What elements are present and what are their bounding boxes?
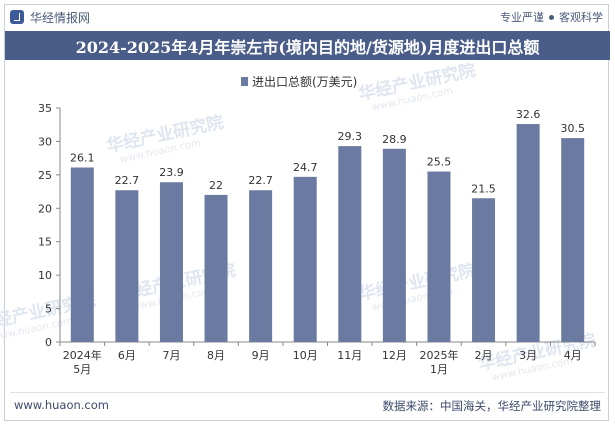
bar <box>472 198 496 342</box>
footer-website[interactable]: www.huaon.com <box>14 398 109 412</box>
x-tick-label: 5月 <box>73 363 91 376</box>
data-label: 24.7 <box>293 161 318 174</box>
tag-objective: 客观科学 <box>559 11 603 24</box>
data-label: 23.9 <box>159 166 184 179</box>
bar <box>249 190 273 342</box>
brand: 华经情报网 <box>10 9 90 26</box>
bar <box>204 194 228 342</box>
y-tick-label: 30 <box>38 135 52 148</box>
y-tick-label: 25 <box>38 169 52 182</box>
chart-title: 2024-2025年4月年崇左市(境内目的地/货源地)月度进出口总额 <box>5 31 610 60</box>
bar <box>159 182 183 342</box>
y-tick-label: 0 <box>45 336 52 349</box>
x-tick-label: 7月 <box>162 349 180 362</box>
bar <box>115 190 139 342</box>
data-label: 25.5 <box>427 156 452 169</box>
bar <box>561 138 585 342</box>
x-tick-label: 10月 <box>293 349 318 362</box>
brand-name: 华经情报网 <box>30 10 91 25</box>
x-tick-label: 6月 <box>118 349 136 362</box>
x-tick-label: 2025年 <box>419 348 458 362</box>
bar <box>382 148 406 342</box>
data-label: 21.5 <box>471 182 496 195</box>
x-tick-label: 3月 <box>519 349 537 362</box>
top-bar: 华经情报网 专业严谨 客观科学 <box>10 6 603 28</box>
data-label: 26.1 <box>70 152 95 165</box>
x-tick-label: 1月 <box>430 363 448 376</box>
footer-divider <box>10 392 605 393</box>
tag-professional: 专业严谨 <box>500 11 544 24</box>
y-tick-label: 20 <box>38 202 52 215</box>
x-tick-label: 12月 <box>382 349 407 362</box>
x-tick-label: 9月 <box>252 349 270 362</box>
data-label: 29.3 <box>338 130 363 143</box>
footer-source: 数据来源：中国海关，华经产业研究院整理 <box>382 399 602 413</box>
header-tags: 专业严谨 客观科学 <box>500 9 603 25</box>
data-label: 22 <box>209 179 223 192</box>
bar <box>70 167 94 342</box>
separator-dot-icon <box>549 14 554 20</box>
y-tick-label: 5 <box>45 303 52 316</box>
x-tick-label: 8月 <box>207 349 225 362</box>
x-tick-label: 11月 <box>337 349 362 362</box>
x-tick-label: 4月 <box>564 349 582 362</box>
data-label: 22.7 <box>248 174 273 187</box>
data-label: 30.5 <box>560 122 585 135</box>
data-label: 22.7 <box>115 174 140 187</box>
bar <box>293 176 317 342</box>
x-tick-label: 2月 <box>475 349 493 362</box>
huajing-logo-icon <box>10 10 24 24</box>
data-label: 32.6 <box>516 108 541 121</box>
bar <box>338 146 362 342</box>
legend-swatch <box>241 77 248 86</box>
data-label: 28.9 <box>382 133 407 146</box>
bar <box>427 171 451 342</box>
legend-label: 进出口总额(万美元) <box>252 75 357 89</box>
x-tick-label: 2024年 <box>63 348 102 362</box>
y-tick-label: 35 <box>38 102 52 115</box>
bar <box>516 124 540 342</box>
y-tick-label: 10 <box>38 269 52 282</box>
y-tick-label: 15 <box>38 236 52 249</box>
